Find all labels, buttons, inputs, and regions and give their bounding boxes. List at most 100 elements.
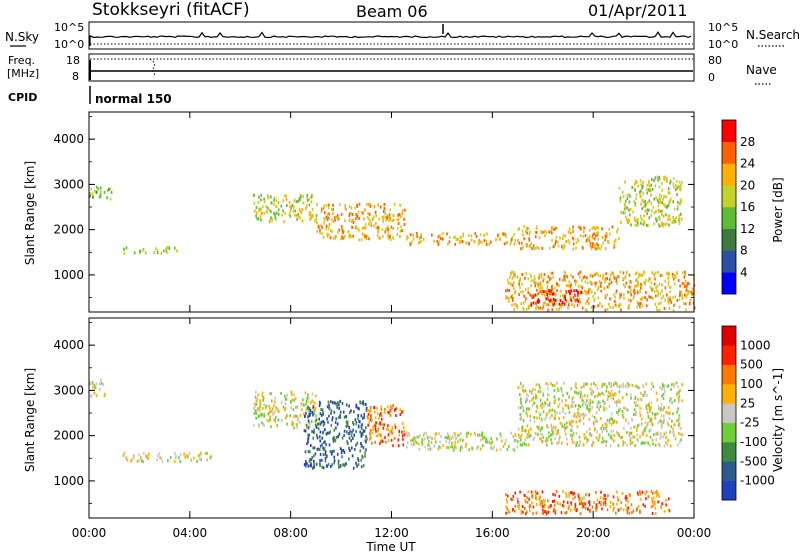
heatmap-cell	[108, 188, 110, 192]
heatmap-cell	[525, 407, 528, 411]
heatmap-cell	[593, 415, 596, 419]
heatmap-cell	[622, 277, 625, 281]
heatmap-cell	[375, 221, 377, 225]
heatmap-cell	[630, 436, 632, 440]
colorbar-segment	[722, 228, 736, 251]
heatmap-cell	[642, 192, 644, 196]
heatmap-cell	[685, 288, 688, 292]
heatmap-cell	[594, 244, 597, 248]
heatmap-cell	[415, 435, 418, 439]
heatmap-cell	[558, 307, 560, 311]
heatmap-cell	[599, 496, 602, 500]
heatmap-cell	[90, 187, 92, 191]
heatmap-cell	[540, 432, 542, 436]
heatmap-cell	[313, 408, 316, 412]
heatmap-cell	[689, 298, 692, 302]
heatmap-cell	[471, 446, 473, 450]
heatmap-cell	[288, 213, 291, 217]
heatmap-cell	[589, 244, 592, 248]
heatmap-cell	[394, 423, 396, 427]
heatmap-cell	[333, 449, 335, 453]
heatmap-cell	[100, 189, 102, 193]
heatmap-cell	[681, 383, 683, 387]
heatmap-cell	[305, 411, 307, 415]
heatmap-cell	[649, 285, 652, 289]
heatmap-cell	[326, 431, 329, 435]
colorbar-frame	[721, 325, 737, 501]
heatmap-cell	[639, 179, 642, 183]
y-tick-label: 2000	[53, 223, 84, 237]
heatmap-cell	[326, 454, 328, 458]
heatmap-cell	[521, 229, 524, 233]
heatmap-cell	[642, 222, 644, 226]
heatmap-cell	[355, 430, 357, 433]
heatmap-cell	[635, 401, 637, 405]
heatmap-cell	[645, 433, 648, 437]
heatmap-cell	[660, 426, 663, 430]
heatmap-cell	[256, 397, 258, 401]
heatmap-cell	[324, 456, 327, 460]
heatmap-cell	[313, 454, 315, 458]
heatmap-cell	[338, 403, 340, 407]
heatmap-cell	[614, 400, 616, 404]
heatmap-cell	[544, 439, 547, 443]
colorbar-segment	[722, 272, 736, 295]
heatmap-cell	[381, 438, 383, 442]
heatmap-cell	[532, 505, 535, 509]
heatmap-cell	[363, 415, 365, 419]
heatmap-cell	[599, 392, 602, 396]
heatmap-cell	[634, 219, 636, 222]
heatmap-cell	[351, 454, 354, 458]
heatmap-cell	[411, 240, 413, 244]
heatmap-cell	[572, 419, 574, 423]
heatmap-cell	[667, 187, 670, 191]
heatmap-cell	[366, 415, 369, 419]
heatmap-cell	[610, 396, 612, 400]
heatmap-cell	[555, 226, 557, 230]
heatmap-cell	[680, 438, 682, 442]
heatmap-cell	[423, 431, 426, 435]
heatmap-cell	[619, 294, 622, 298]
heatmap-cell	[198, 457, 201, 461]
heatmap-cell	[132, 454, 135, 458]
heatmap-cell	[335, 402, 337, 406]
heatmap-cell	[582, 501, 585, 505]
heatmap-cell	[346, 430, 348, 434]
heatmap-cell	[521, 425, 524, 429]
heatmap-cell	[339, 399, 341, 403]
heatmap-cell	[556, 283, 559, 287]
heatmap-cell	[447, 242, 449, 246]
heatmap-cell	[390, 438, 393, 442]
heatmap-cell	[623, 426, 625, 430]
heatmap-cell	[682, 271, 684, 275]
heatmap-cell	[328, 403, 330, 407]
heatmap-cell	[328, 414, 330, 418]
heatmap-cell	[552, 275, 554, 279]
heatmap-cell	[307, 419, 310, 423]
heatmap-cell	[664, 286, 667, 290]
heatmap-cell	[647, 441, 650, 445]
heatmap-cell	[622, 508, 625, 512]
heatmap-cell	[542, 230, 544, 234]
heatmap-cell	[200, 451, 202, 455]
heatmap-cell	[424, 445, 427, 449]
heatmap-cell	[319, 430, 322, 434]
heatmap-cell	[93, 391, 96, 395]
heatmap-cell	[269, 410, 272, 413]
heatmap-cell	[367, 412, 370, 416]
heatmap-cell	[424, 437, 426, 441]
heatmap-cell	[530, 242, 532, 246]
heatmap-cell	[273, 211, 275, 215]
heatmap-cell	[362, 226, 364, 230]
heatmap-cell	[282, 199, 285, 203]
heatmap-cell	[307, 405, 309, 409]
heatmap-cell	[386, 228, 388, 232]
heatmap-cell	[616, 384, 619, 388]
heatmap-cell	[551, 308, 554, 312]
heatmap-cell	[607, 494, 609, 498]
heatmap-cell	[577, 407, 579, 411]
heatmap-cell	[542, 508, 544, 512]
heatmap-cell	[99, 194, 102, 198]
heatmap-cell	[629, 299, 632, 303]
heatmap-cell	[554, 511, 557, 515]
